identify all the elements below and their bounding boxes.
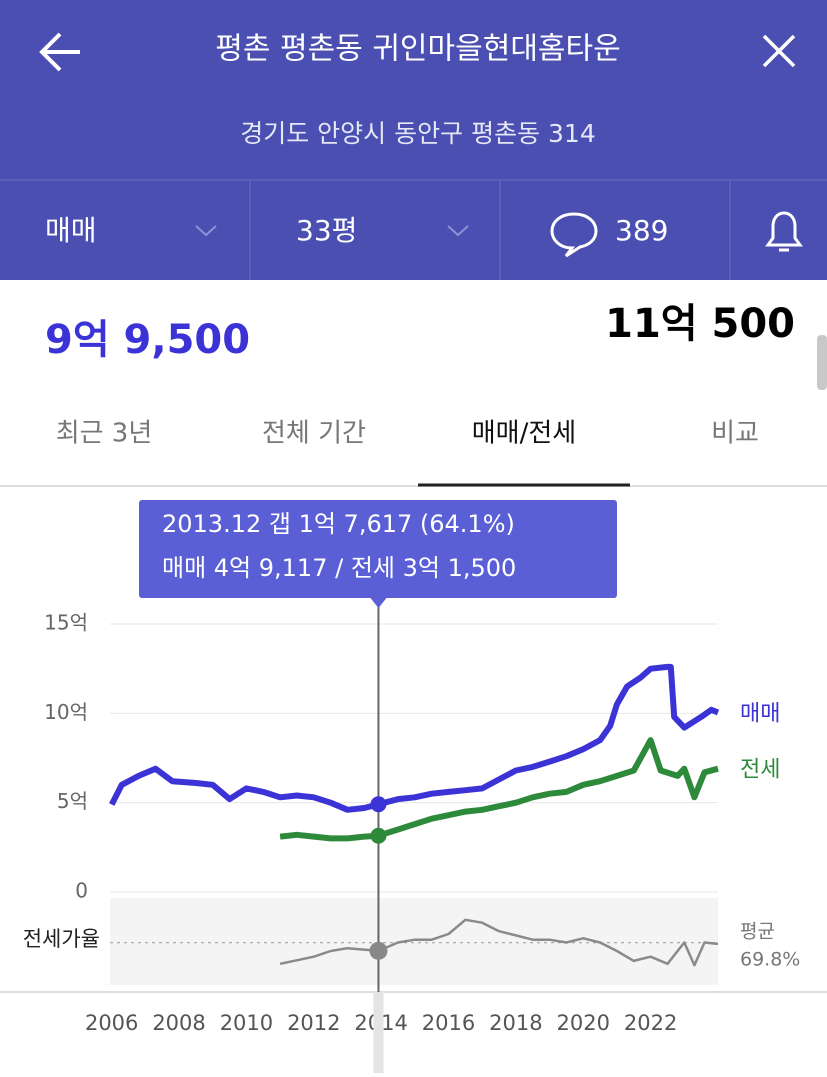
tab[interactable]: 전체 기간 [262,419,366,449]
size[interactable]: 33평 [296,214,357,247]
cursor-point [369,941,388,960]
dropdown-icon [447,225,469,237]
cursor-strip [373,992,384,1073]
x-tick-label: 2022 [624,1011,677,1035]
tooltip-pointer [370,598,387,608]
cursor-point [370,796,387,813]
tooltip [139,500,617,598]
x-tick-label: 2008 [152,1011,205,1035]
y-tick-label: 10억 [44,700,88,724]
close-button[interactable] [762,34,796,68]
x-tick-label: 2012 [287,1011,340,1035]
scrollbar [817,335,827,390]
legend-label: 매매 [740,701,780,726]
legend-label: 전세 [740,758,780,783]
bell-icon[interactable] [765,211,803,252]
x-tick-label: 2006 [85,1011,138,1035]
dropdown-icon [195,225,217,237]
y-tick-label: 15억 [44,611,88,635]
tooltip-text: 2013.12 갭 1억 7,617 (64.1%) [162,510,515,538]
title: 평촌 평촌동 귀인마을현대홈타운 [215,32,620,67]
tab[interactable]: 비교 [711,419,759,449]
price-right: 11억 500 [605,301,795,347]
x-tick-label: 2016 [422,1011,475,1035]
y-tick-label: 0 [75,879,88,903]
ratio-label: 전세가율 [23,927,100,951]
series-line [109,663,720,813]
average-title: 평균 [740,921,775,943]
tooltip-text: 매매 4억 9,117 / 전세 3억 1,500 [162,554,516,582]
x-tick-label: 2010 [220,1011,273,1035]
cursor-point [370,827,387,844]
tab-active[interactable]: 매매/전세 [472,419,576,449]
header-bg [0,0,827,280]
back-button[interactable] [39,32,80,72]
y-tick-label: 5억 [57,789,88,813]
series-line [279,737,719,842]
tab[interactable]: 최근 3년 [56,419,153,449]
average-value: 69.8% [740,949,800,971]
x-tick-label: 2020 [557,1011,610,1035]
ratio-panel [110,898,718,985]
comment-icon[interactable] [550,212,598,258]
comment-count: 389 [615,214,668,247]
deal-type[interactable]: 매매 [45,214,97,247]
x-tick-label: 2018 [489,1011,542,1035]
price-left: 9억 9,500 [45,317,250,363]
address: 경기도 안양시 동안구 평촌동 314 [240,119,596,148]
